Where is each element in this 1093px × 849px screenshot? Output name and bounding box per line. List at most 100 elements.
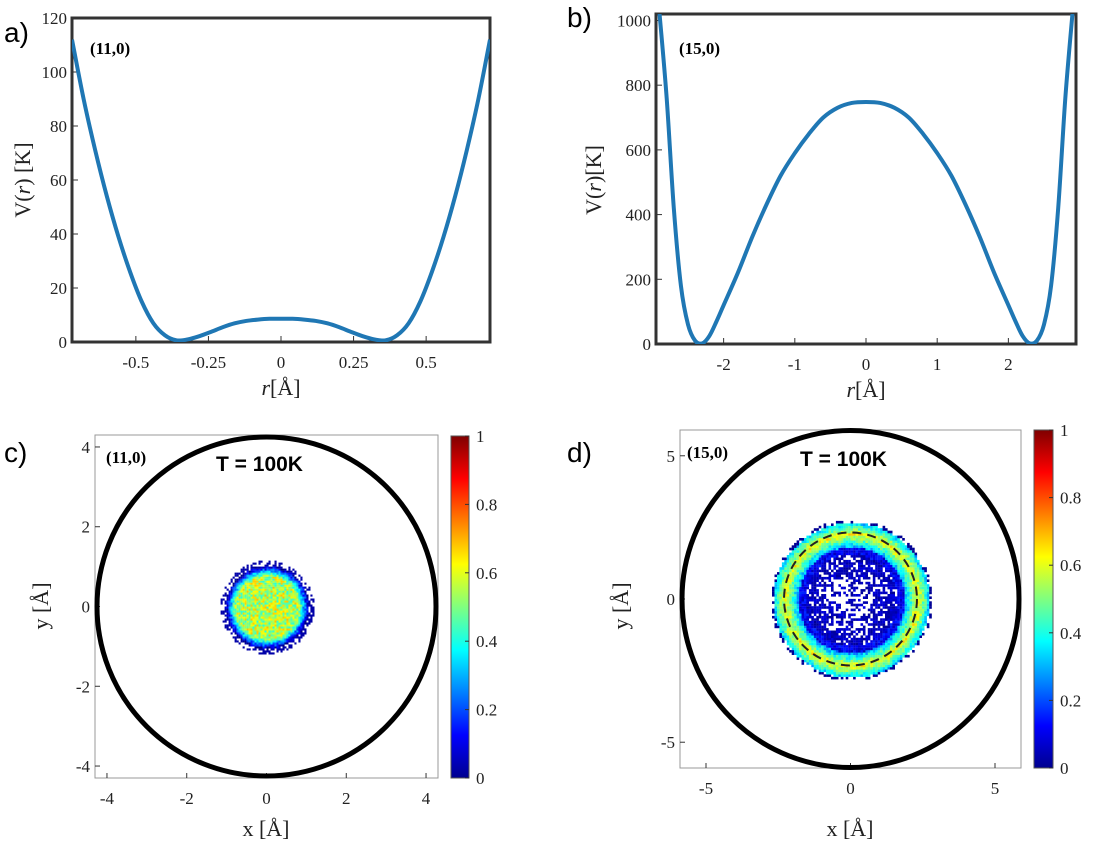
density-cell	[917, 596, 920, 599]
density-cell	[818, 667, 822, 670]
density-cell	[796, 584, 800, 587]
density-cell	[260, 590, 263, 593]
density-cell	[833, 601, 836, 604]
panel-b-potential-curve	[657, 14, 1075, 344]
density-cell	[258, 608, 261, 611]
density-cell	[823, 640, 827, 643]
density-cell	[292, 628, 295, 631]
density-cell	[818, 603, 822, 607]
density-cell	[875, 552, 878, 556]
density-cell	[272, 572, 275, 575]
density-cell	[781, 625, 785, 629]
density-cell	[777, 625, 780, 629]
density-cell	[899, 579, 903, 582]
density-cell	[278, 644, 281, 647]
density-cell	[250, 580, 253, 583]
density-cell	[850, 564, 854, 568]
density-cell	[278, 598, 281, 601]
density-cell	[907, 550, 910, 553]
density-cell	[828, 645, 832, 648]
density-cell	[904, 640, 908, 643]
density-cell	[887, 657, 891, 660]
density-cell	[242, 628, 245, 631]
density-cell	[252, 630, 255, 633]
density-cell	[806, 596, 809, 599]
density-cell	[238, 586, 241, 589]
density-cell	[853, 637, 856, 641]
density-cell	[808, 635, 812, 638]
density-cell	[902, 542, 905, 546]
density-cell	[821, 542, 824, 546]
density-cell	[290, 590, 293, 593]
density-cell	[855, 579, 859, 582]
density-cell	[784, 586, 787, 590]
density-cell	[816, 547, 819, 551]
density-cell	[823, 647, 827, 651]
density-cell	[256, 642, 259, 645]
density-cell	[806, 635, 809, 638]
density-cell	[262, 630, 265, 633]
density-cell	[791, 608, 795, 612]
density-cell	[288, 640, 291, 643]
density-cell	[882, 530, 886, 534]
density-cell	[816, 589, 819, 592]
density-cell	[791, 628, 795, 631]
density-cell	[220, 610, 223, 613]
density-cell	[926, 594, 930, 597]
density-cell	[310, 598, 313, 601]
density-cell	[818, 647, 822, 651]
density-cell	[302, 594, 305, 597]
density-cell	[833, 555, 836, 558]
density-cell	[875, 569, 878, 573]
density-cell	[875, 598, 878, 602]
density-cell	[292, 624, 295, 627]
density-cell	[270, 640, 273, 643]
density-cell	[238, 582, 241, 585]
density-cell	[794, 576, 797, 580]
a-ytick-label: 100	[42, 63, 68, 82]
density-cell	[242, 568, 245, 571]
density-cell	[808, 654, 812, 658]
density-cell	[833, 540, 836, 543]
density-cell	[290, 606, 293, 609]
density-cell	[246, 596, 249, 599]
density-cell	[228, 628, 231, 631]
density-cell	[828, 635, 832, 638]
density-cell	[892, 555, 895, 558]
density-cell	[272, 620, 275, 623]
density-cell	[877, 572, 881, 575]
density-cell	[294, 614, 297, 617]
density-cell	[244, 612, 247, 615]
density-cell	[899, 584, 903, 587]
panel-a-ylabel-var: r	[10, 185, 35, 194]
density-cell	[806, 625, 809, 629]
density-cell	[777, 606, 780, 609]
density-cell	[262, 640, 265, 643]
density-cell	[865, 637, 868, 641]
density-cell	[840, 567, 844, 570]
density-cell	[784, 613, 787, 617]
density-cell	[794, 572, 797, 575]
density-cell	[853, 676, 856, 680]
density-cell	[796, 581, 800, 585]
density-cell	[302, 592, 305, 595]
density-cell	[870, 547, 873, 551]
density-cell	[853, 630, 856, 634]
density-cell	[813, 574, 817, 578]
density-cell	[887, 630, 891, 634]
density-cell	[294, 622, 297, 625]
density-cell	[885, 545, 888, 548]
density-cell	[875, 642, 878, 646]
density-cell	[885, 591, 888, 595]
density-cell	[278, 602, 281, 605]
c-ytick-label: 2	[82, 518, 91, 537]
density-cell	[292, 620, 295, 623]
density-cell	[262, 614, 265, 617]
density-cell	[242, 574, 245, 577]
density-cell	[880, 538, 883, 541]
density-cell	[292, 568, 295, 571]
density-cell	[234, 600, 237, 603]
density-cell	[801, 559, 805, 563]
density-cell	[276, 630, 279, 633]
density-cell	[804, 559, 807, 563]
